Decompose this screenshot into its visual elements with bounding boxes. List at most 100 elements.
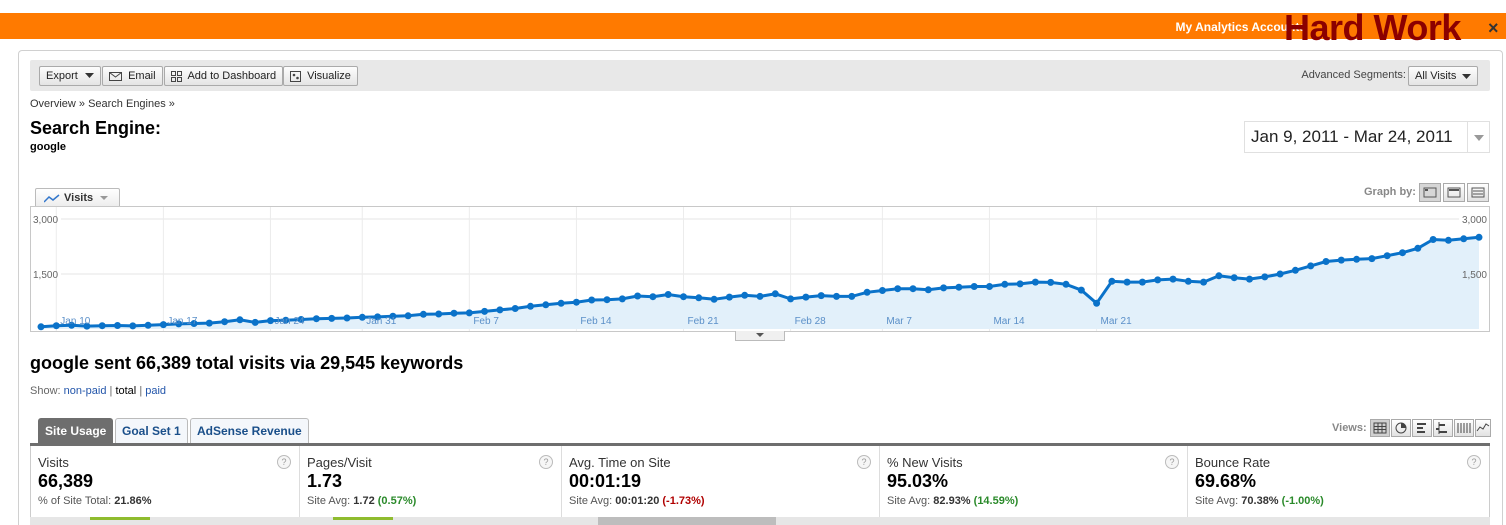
graph-metric-selector[interactable]: Visits	[35, 188, 120, 207]
scorecard-delta: (0.57%)	[377, 495, 417, 507]
data-point	[175, 320, 183, 328]
help-icon[interactable]: ?	[857, 455, 871, 469]
graph-by-label: Graph by:	[1364, 186, 1416, 198]
data-point	[1108, 277, 1116, 285]
date-range-picker[interactable]: Jan 9, 2011 - Mar 24, 2011	[1244, 121, 1490, 153]
advanced-segments-label: Advanced Segments:	[1301, 69, 1406, 81]
paid-link[interactable]: paid	[145, 385, 167, 397]
chevron-down-icon[interactable]	[1467, 122, 1489, 152]
scorecard-title: Avg. Time on Site	[569, 455, 671, 470]
report-frame	[18, 50, 1503, 525]
data-point	[878, 287, 886, 294]
tab-goal-set-1[interactable]: Goal Set 1	[115, 418, 188, 444]
scorecard-visits[interactable]: Visits 66,389 % of Site Total: 21.86% ?	[31, 446, 300, 518]
my-analytics-link[interactable]: My Analytics Accounts	[1175, 20, 1306, 34]
scorecard-new-visits[interactable]: % New Visits 95.03% Site Avg: 82.93% (14…	[880, 446, 1188, 518]
help-icon[interactable]: ?	[1165, 455, 1179, 469]
graph-by-week-button[interactable]	[1443, 183, 1465, 202]
top-bar: My Analytics Accounts	[0, 13, 1506, 39]
breadcrumb[interactable]: Overview » Search Engines »	[30, 98, 175, 110]
bar-chart-icon	[1417, 423, 1426, 433]
watermark-text: Hard Work	[1284, 7, 1461, 48]
view-compare-button[interactable]	[1433, 419, 1453, 437]
scorecard-value: 69.68%	[1195, 471, 1257, 491]
non-paid-link[interactable]: non-paid	[63, 385, 107, 397]
sparkline-selected	[598, 517, 776, 525]
table-icon	[1373, 422, 1387, 434]
data-point	[725, 293, 733, 301]
data-point	[634, 292, 642, 300]
tab-site-usage[interactable]: Site Usage	[38, 418, 114, 444]
data-point	[756, 292, 764, 300]
tab-adsense-revenue[interactable]: AdSense Revenue	[190, 418, 309, 444]
data-point	[557, 299, 565, 307]
help-icon[interactable]: ?	[277, 455, 291, 469]
data-point	[1031, 278, 1039, 286]
data-point	[1414, 244, 1422, 252]
x-tick-label: Jan 17	[167, 316, 197, 327]
view-bar-button[interactable]	[1412, 419, 1432, 437]
data-point	[695, 294, 703, 302]
scorecard-bounce-rate[interactable]: Bounce Rate 69.68% Site Avg: 70.38% (-1.…	[1188, 446, 1490, 518]
scorecard-value: 1.73	[307, 471, 343, 491]
data-point	[1184, 277, 1192, 285]
advanced-segments-select[interactable]: All Visits	[1408, 66, 1478, 86]
chart-collapse-handle[interactable]	[735, 331, 785, 341]
scorecard-sub-value: 70.38%	[1241, 495, 1279, 507]
data-point	[527, 302, 534, 310]
view-pivot-button[interactable]	[1454, 419, 1474, 437]
data-point	[1215, 272, 1223, 280]
y-tick-label: 3,000	[1462, 215, 1487, 226]
data-point	[909, 285, 917, 293]
data-point	[1154, 276, 1162, 284]
scorecard-pages-visit[interactable]: Pages/Visit 1.73 Site Avg: 1.72 (0.57%) …	[300, 446, 562, 518]
compare-icon	[1436, 422, 1447, 434]
data-point	[572, 298, 580, 306]
export-button[interactable]: Export	[39, 66, 101, 86]
data-point	[970, 283, 978, 290]
data-point	[236, 316, 244, 324]
show-label: Show:	[30, 385, 61, 397]
graph-by-day-button[interactable]	[1419, 183, 1441, 202]
data-point	[68, 321, 76, 329]
data-point	[282, 316, 290, 324]
visualize-label: Visualize	[307, 70, 351, 82]
envelope-icon	[109, 71, 122, 81]
help-icon[interactable]: ?	[539, 455, 553, 469]
data-point	[1429, 236, 1437, 243]
data-point	[1200, 278, 1208, 286]
data-point	[435, 310, 443, 318]
total-current: total	[115, 385, 137, 397]
view-table-button[interactable]	[1370, 419, 1390, 437]
x-tick-label: Mar 7	[886, 316, 912, 327]
date-range-value: Jan 9, 2011 - Mar 24, 2011	[1251, 127, 1453, 146]
data-point	[129, 322, 137, 330]
data-point	[481, 307, 489, 315]
page-subtitle: google	[30, 141, 67, 153]
data-point	[1322, 258, 1330, 265]
view-pie-button[interactable]	[1391, 419, 1411, 437]
tabs-divider	[30, 443, 1490, 446]
email-button[interactable]: Email	[102, 66, 163, 86]
y-tick-label: 3,000	[33, 215, 58, 226]
visualize-button[interactable]: Visualize	[283, 66, 358, 86]
data-point	[190, 320, 198, 327]
add-to-dashboard-button[interactable]: Add to Dashboard	[164, 66, 284, 86]
sparkline-bar	[90, 517, 150, 520]
data-point	[1123, 278, 1131, 286]
help-icon[interactable]: ?	[1467, 455, 1481, 469]
graph-by-month-button[interactable]	[1467, 183, 1489, 202]
x-tick-label: Mar 21	[1101, 316, 1133, 327]
data-point	[374, 313, 382, 321]
visualize-icon	[290, 70, 301, 82]
close-icon[interactable]: ×	[1488, 18, 1499, 38]
scorecard-title: % New Visits	[887, 455, 963, 470]
data-point	[1016, 280, 1024, 288]
view-trend-button[interactable]	[1475, 419, 1491, 437]
data-point	[1337, 256, 1345, 264]
scorecard-delta: (14.59%)	[973, 495, 1019, 507]
chevron-down-icon	[1462, 74, 1471, 79]
scorecard-title: Visits	[38, 455, 69, 470]
scorecard-avg-time[interactable]: Avg. Time on Site 00:01:19 Site Avg: 00:…	[562, 446, 880, 518]
data-point	[986, 283, 993, 290]
